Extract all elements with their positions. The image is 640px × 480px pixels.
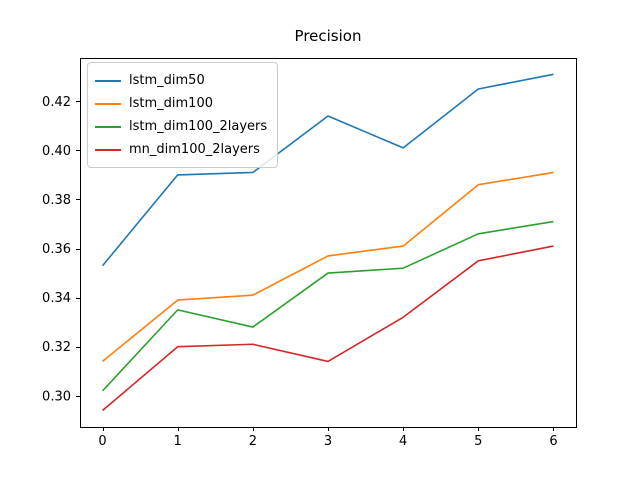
y-axis-tick-label: 0.30 bbox=[42, 389, 71, 404]
legend-line-sample-icon bbox=[95, 79, 121, 82]
legend-item: lstm_dim100_2layers bbox=[95, 115, 267, 138]
x-axis-tick-label: 3 bbox=[324, 434, 332, 449]
legend-item: mn_dim100_2layers bbox=[95, 138, 267, 161]
y-axis-tick-label: 0.36 bbox=[42, 242, 71, 257]
y-axis-tick-label: 0.32 bbox=[42, 340, 71, 355]
x-axis-tick-label: 1 bbox=[174, 434, 182, 449]
y-axis-tick-label: 0.42 bbox=[42, 95, 71, 110]
legend-item: lstm_dim50 bbox=[95, 69, 267, 92]
legend-line-sample-icon bbox=[95, 102, 121, 105]
x-axis-tick-label: 6 bbox=[549, 434, 557, 449]
legend-line-sample-icon bbox=[95, 125, 121, 128]
y-axis-tick-label: 0.38 bbox=[42, 193, 71, 208]
legend-label: lstm_dim50 bbox=[129, 73, 205, 88]
series-line-lstm_dim100 bbox=[102, 171, 554, 363]
series-line-mn_dim100_2layers bbox=[102, 245, 554, 412]
x-axis-tick-label: 2 bbox=[249, 434, 257, 449]
legend: lstm_dim50 lstm_dim100 lstm_dim100_2laye… bbox=[87, 62, 279, 168]
legend-label: lstm_dim100 bbox=[129, 96, 213, 111]
legend-label: mn_dim100_2layers bbox=[129, 142, 260, 157]
legend-line-sample-icon bbox=[95, 148, 121, 151]
x-axis-tick-label: 4 bbox=[399, 434, 407, 449]
legend-item: lstm_dim100 bbox=[95, 92, 267, 115]
series-line-lstm_dim50 bbox=[101, 73, 554, 267]
y-axis-tick-label: 0.34 bbox=[42, 291, 71, 306]
legend-label: lstm_dim100_2layers bbox=[129, 119, 268, 134]
x-axis-tick-label: 0 bbox=[98, 434, 106, 449]
chart-title: Precision bbox=[294, 27, 362, 45]
x-axis-tick-label: 5 bbox=[474, 434, 482, 449]
series-line-lstm_dim100_2layers bbox=[101, 220, 554, 392]
y-axis-tick-label: 0.40 bbox=[42, 144, 71, 159]
